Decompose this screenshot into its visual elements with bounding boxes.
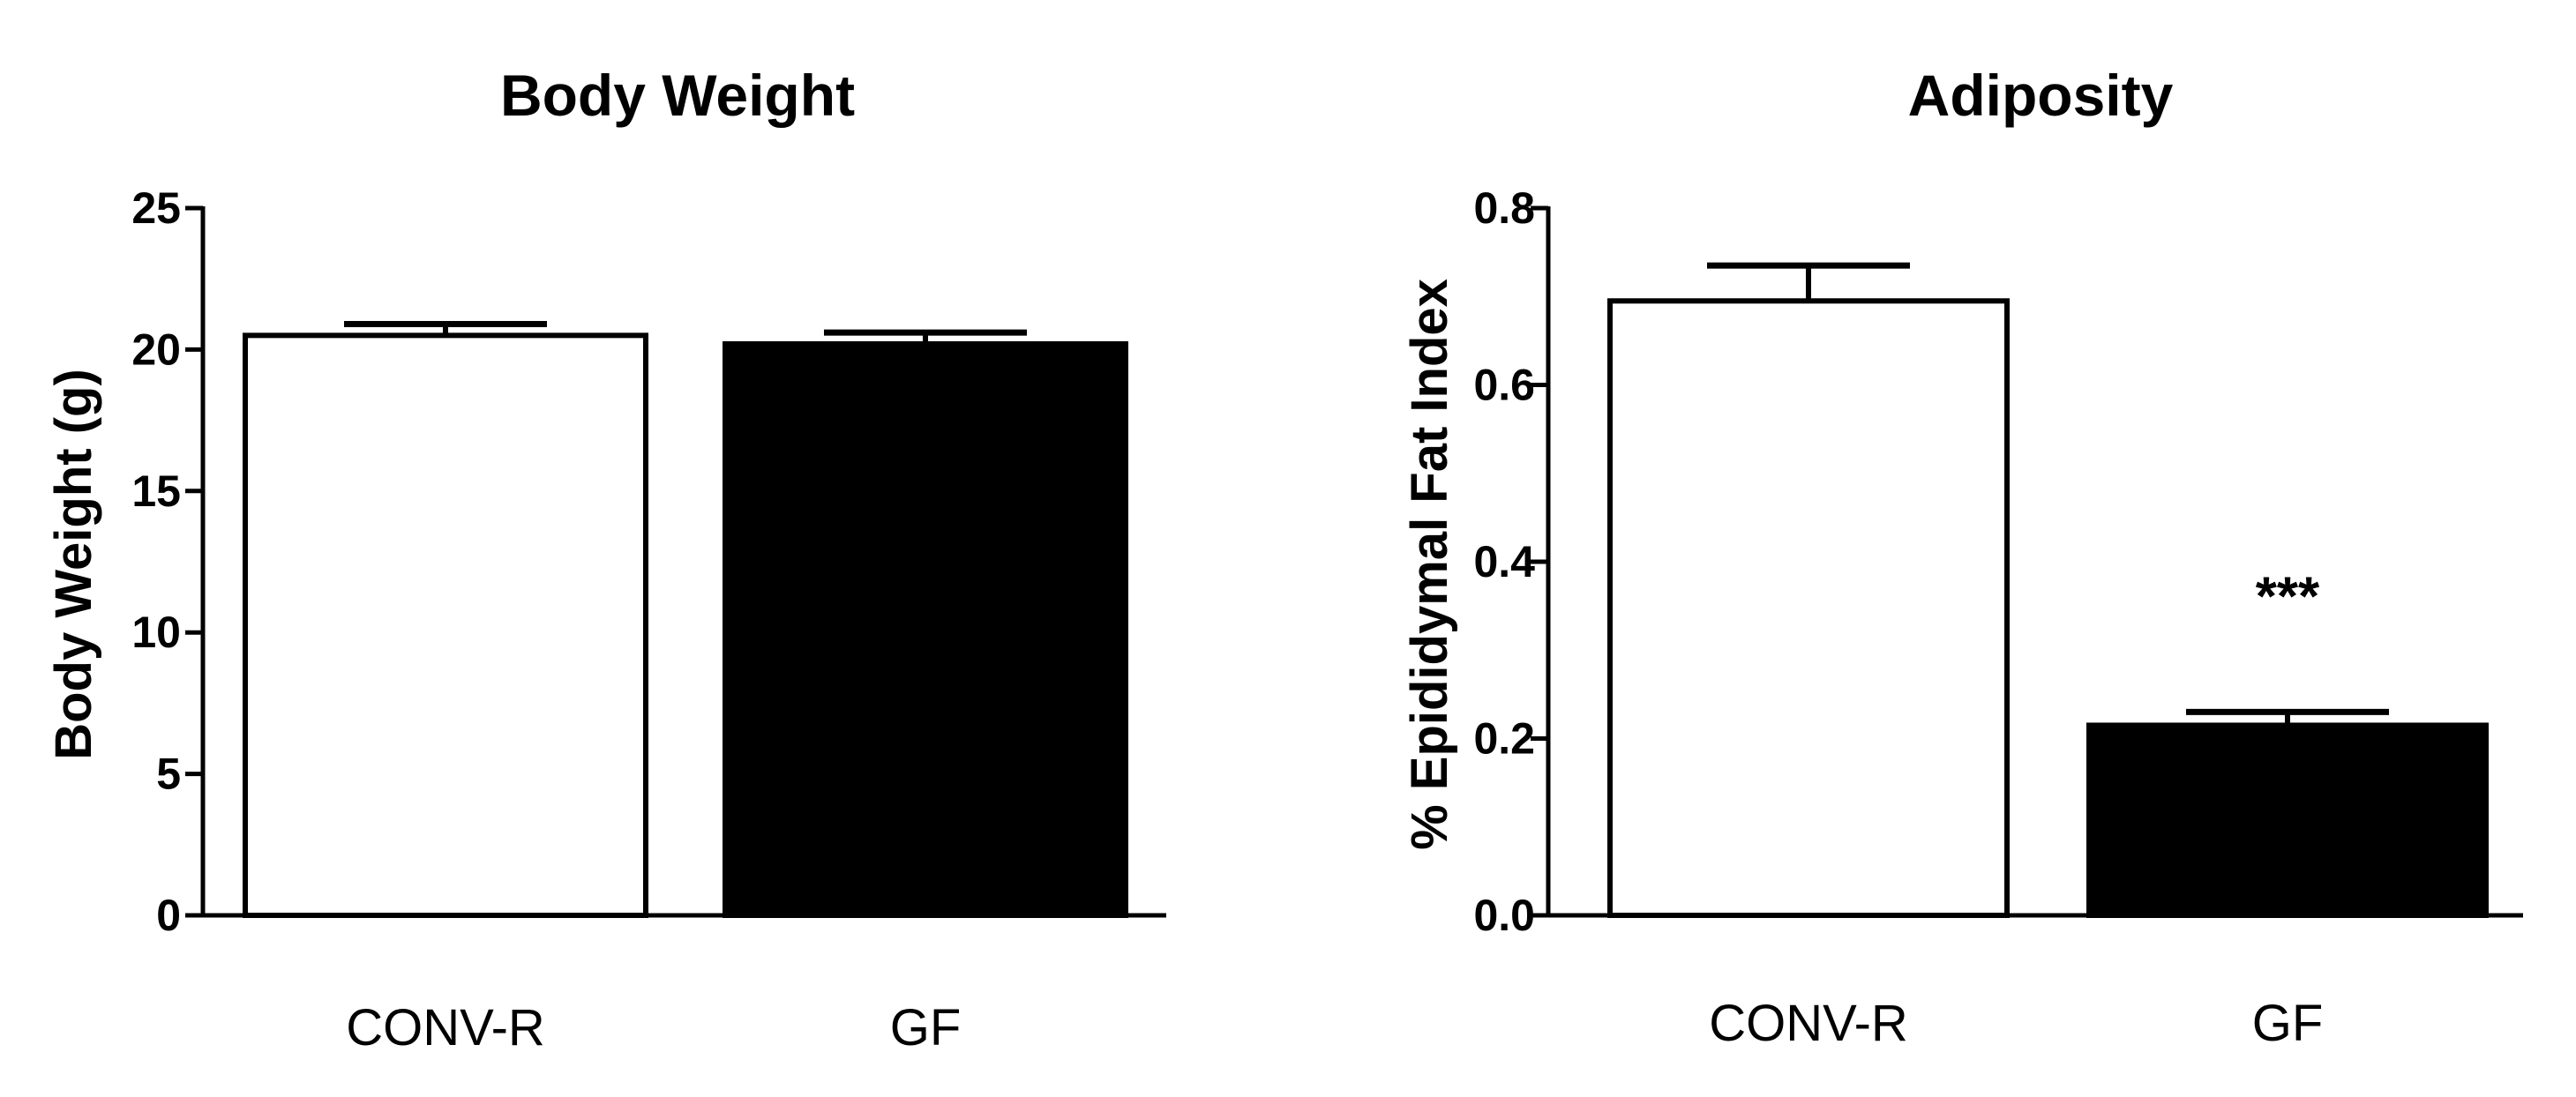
chart-title: Adiposity [1908,63,2174,128]
bar-gf [723,340,1128,918]
chart-title: Body Weight [500,63,855,128]
bar-conv-r [1607,298,2010,918]
x-category-label: GF [890,999,962,1056]
adiposity-chart: Adiposity % Epididymal Fat Index 0.0 0.2 0.4… [1401,63,2523,1052]
y-axis-label: Body Weight (g) [45,369,102,760]
bar-gf [2086,722,2489,919]
y-tick-label: 0.8 [1473,183,1535,233]
y-tick-label: 0.0 [1473,891,1535,940]
significance-annotation: *** [2256,566,2320,627]
y-tick-label: 25 [131,183,181,233]
y-tick-label: 10 [131,608,181,657]
y-tick-label: 20 [131,325,181,374]
y-tick-label: 0.6 [1473,361,1535,410]
y-tick-label: 0 [156,891,181,940]
bar-conv-r [243,332,648,918]
x-category-label: GF [2252,995,2324,1052]
y-axis-label: % Epididymal Fat Index [1401,279,1458,850]
y-tick-label: 0.2 [1473,714,1535,764]
y-tick-label: 15 [131,466,181,516]
x-category-label: CONV-R [1709,995,1908,1052]
x-category-label: CONV-R [346,999,545,1056]
y-tick-label: 0.4 [1473,537,1535,586]
y-tick-label: 5 [156,750,181,799]
body-weight-chart: Body Weight Body Weight (g) 0 5 10 15 20 25 CONV… [45,63,1166,1056]
